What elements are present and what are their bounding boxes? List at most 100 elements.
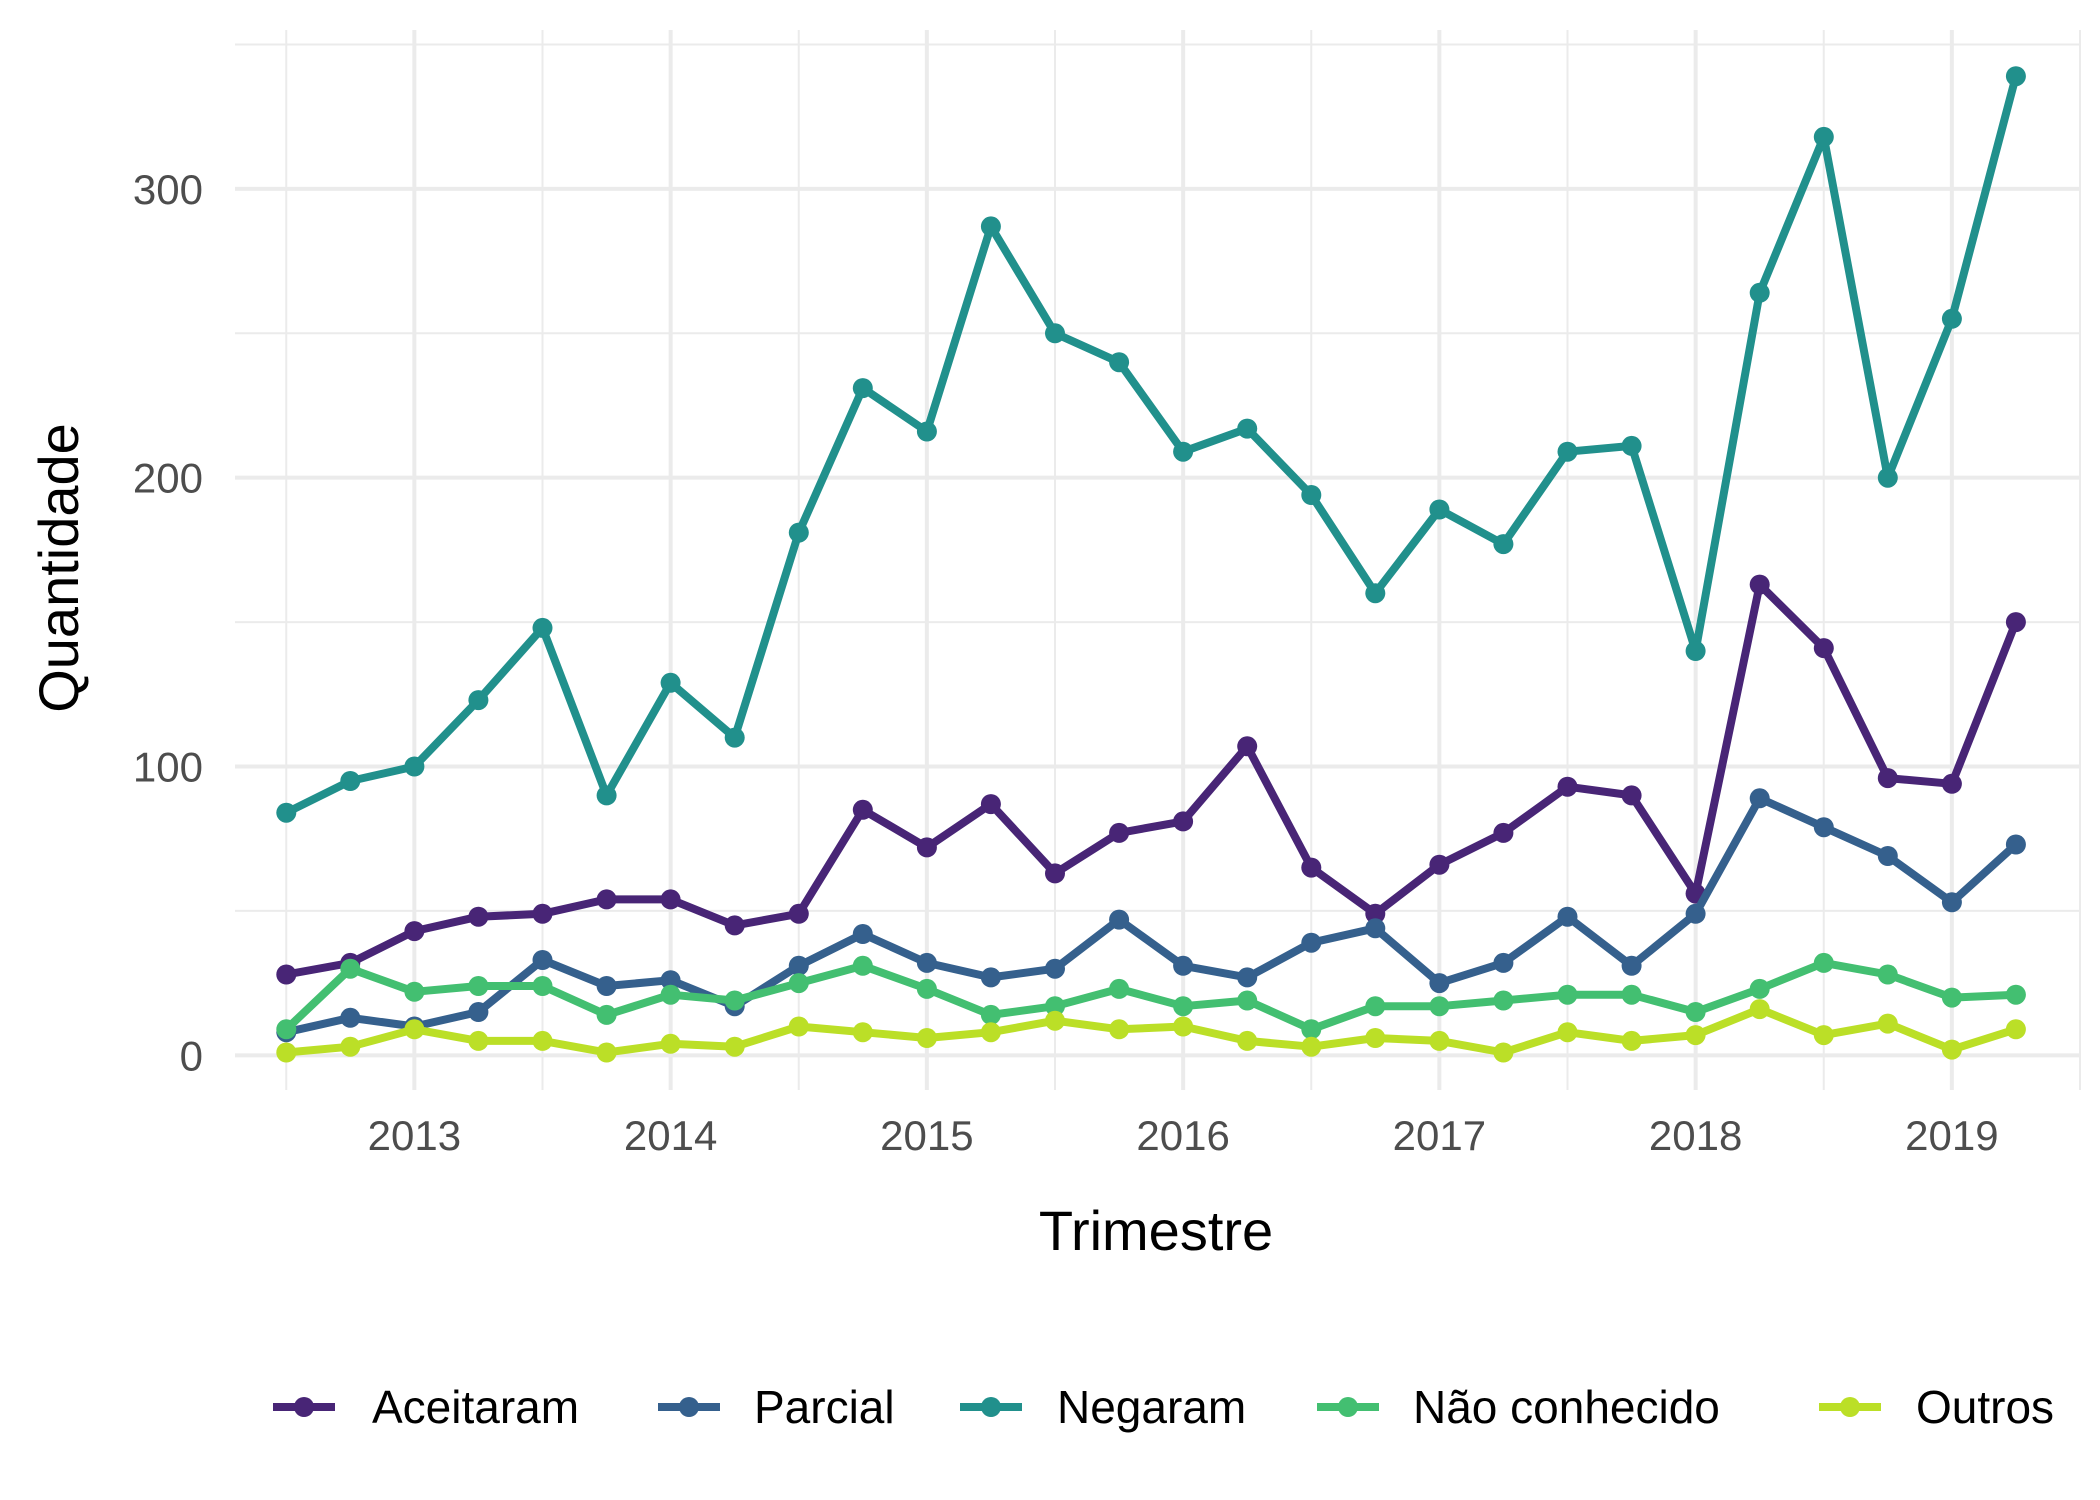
data-point-negaram [1941,308,1962,329]
data-point-nao-conhecido [340,958,361,979]
data-point-nao-conhecido [404,981,425,1002]
data-point-nao-conhecido [916,978,937,999]
data-point-parcial [468,1002,489,1022]
data-point-outros [788,1016,809,1037]
data-point-outros [1749,999,1770,1020]
data-point-aceitaram [1045,863,1065,884]
data-point-parcial [1429,973,1450,994]
data-point-outros [1045,1010,1065,1031]
data-point-nao-conhecido [1493,990,1514,1011]
data-point-negaram [1813,126,1834,147]
data-point-nao-conhecido [468,976,489,996]
data-point-nao-conhecido [1877,964,1898,985]
data-point-nao-conhecido [1685,1002,1706,1022]
data-point-aceitaram [1749,574,1770,595]
data-point-aceitaram [1237,736,1258,757]
data-point-negaram [340,771,361,791]
data-point-nao-conhecido [1365,996,1386,1017]
x-axis-title: Trimestre [1039,1199,1273,1262]
data-point-negaram [1301,485,1322,505]
data-point-negaram [852,378,873,399]
legend-item-aceitaram: Aceitaram [273,1381,579,1433]
series-line-nao-conhecido [282,958,2020,1034]
data-point-aceitaram [1173,811,1194,832]
data-point-outros [660,1033,681,1054]
data-point-negaram [596,785,617,806]
data-point-nao-conhecido [1621,984,1642,1005]
data-point-outros [852,1022,873,1043]
data-point-negaram [468,690,489,711]
data-point-negaram [980,216,1001,237]
data-point-nao-conhecido [852,955,873,976]
data-point-aceitaram [1557,776,1578,797]
x-tick-label: 2014 [624,1112,717,1159]
data-point-negaram [1173,441,1194,462]
data-point-negaram [788,522,809,543]
series-outros [276,999,2026,1063]
data-point-negaram [724,727,745,748]
data-point-aceitaram [1301,857,1322,878]
data-point-negaram [532,617,553,638]
data-point-parcial [660,970,681,991]
data-point-nao-conhecido [1237,990,1258,1011]
y-axis-title: Quantidade [27,423,90,713]
series-layer [276,66,2026,1063]
y-tick-label: 200 [133,455,203,502]
data-point-outros [1365,1028,1386,1048]
data-point-nao-conhecido [1557,984,1578,1005]
data-point-aceitaram [1877,768,1898,789]
data-point-nao-conhecido [724,990,745,1011]
data-point-negaram [1429,499,1450,520]
data-point-parcial [1493,952,1514,973]
data-point-nao-conhecido [1429,996,1450,1017]
data-point-negaram [1237,418,1258,439]
data-point-nao-conhecido [1173,996,1194,1017]
legend-key-point [1840,1397,1860,1417]
x-tick-label: 2015 [880,1112,973,1159]
data-point-aceitaram [276,964,297,985]
data-point-aceitaram [532,903,553,924]
data-point-outros [1621,1030,1642,1051]
series-negaram [276,66,2026,823]
data-point-outros [724,1036,745,1057]
legend-label: Negaram [1057,1381,1246,1433]
y-axis-ticks: 0 100 200 300 [133,166,203,1079]
series-nao-conhecido [276,952,2026,1040]
data-point-aceitaram [1621,785,1642,806]
data-point-negaram [1557,441,1578,462]
x-axis-ticks: 2013 2014 2015 2016 2017 2018 2019 [368,1112,1999,1159]
data-point-outros [1877,1013,1898,1034]
data-point-aceitaram [916,837,937,858]
data-point-outros [532,1030,553,1051]
legend-label: Parcial [754,1381,895,1433]
data-point-parcial [788,955,809,976]
data-point-aceitaram [1429,854,1450,875]
legend-label: Outros [1916,1381,2054,1433]
legend-item-parcial: Parcial [658,1381,895,1433]
data-point-nao-conhecido [1813,952,1834,973]
legend-key-point [679,1397,699,1417]
x-tick-label: 2017 [1393,1112,1486,1159]
data-point-outros [1173,1016,1194,1037]
data-point-outros [596,1042,617,1063]
data-point-aceitaram [596,889,617,910]
data-point-outros [1109,1019,1130,1040]
x-tick-label: 2013 [368,1112,461,1159]
data-point-aceitaram [788,903,809,924]
x-tick-label: 2019 [1905,1112,1998,1159]
data-point-negaram [1365,583,1386,604]
data-point-outros [2005,1019,2026,1040]
data-point-parcial [1941,892,1962,913]
data-point-outros [1493,1042,1514,1063]
data-point-aceitaram [404,921,425,942]
y-tick-label: 100 [133,744,203,791]
data-point-parcial [1813,817,1834,838]
data-point-negaram [404,756,425,777]
y-tick-label: 300 [133,166,203,213]
legend-item-outros: Outros [1819,1381,2054,1433]
y-tick-label: 0 [180,1032,203,1079]
data-point-outros [276,1042,297,1063]
legend: Aceitaram Parcial Negaram Não conhecido Outr… [273,1381,2054,1433]
data-point-aceitaram [1109,822,1130,843]
